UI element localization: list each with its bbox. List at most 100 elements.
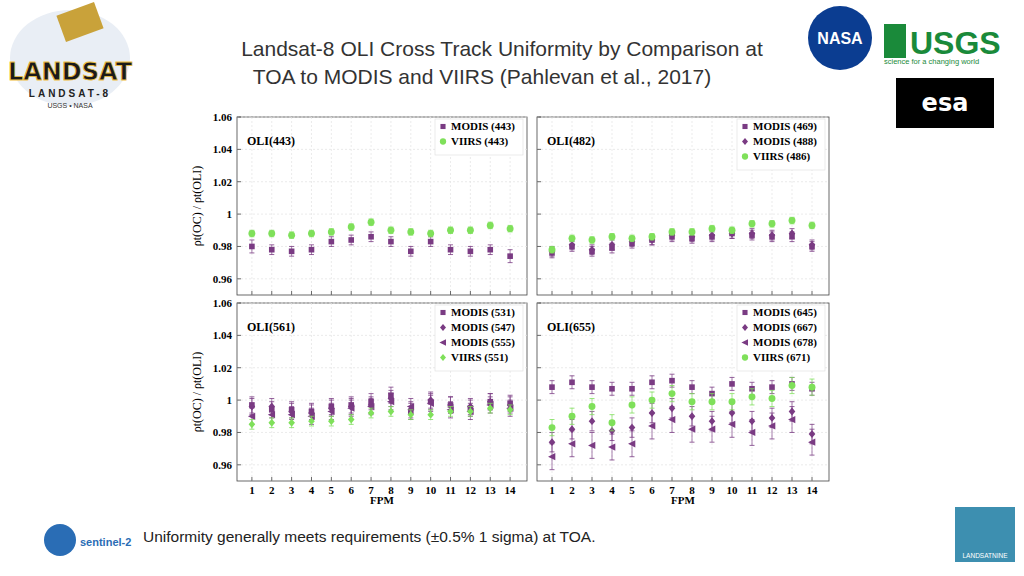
error-cap — [590, 430, 595, 431]
error-cap — [790, 406, 795, 407]
error-cap — [349, 398, 354, 399]
error-bar — [650, 234, 655, 240]
error-cap — [670, 406, 675, 407]
error-bar — [690, 381, 695, 394]
error-bar — [610, 415, 615, 431]
tick-label: 2 — [569, 484, 575, 496]
grid-line — [652, 117, 653, 295]
error-cap — [269, 398, 274, 399]
error-cap — [650, 244, 655, 245]
legend-label: VIIRS (486) — [753, 150, 810, 163]
tick-label: 9 — [709, 484, 715, 496]
error-bar — [770, 232, 775, 242]
error-cap — [610, 395, 615, 396]
tick-mark — [390, 291, 391, 295]
error-bar — [329, 237, 334, 247]
error-cap — [590, 398, 595, 399]
error-bar — [349, 235, 354, 245]
tick-mark — [331, 291, 332, 295]
marker-circle — [308, 230, 315, 237]
error-cap — [508, 404, 513, 405]
data-group — [549, 217, 816, 258]
error-cap — [670, 385, 675, 386]
error-cap — [770, 380, 775, 381]
error-bar — [730, 377, 735, 390]
marker-triangle — [327, 408, 334, 415]
marker-circle — [749, 393, 756, 400]
tick-label: 0.98 — [213, 240, 233, 252]
error-cap — [750, 411, 755, 412]
error-cap — [289, 403, 294, 404]
legend: MODIS (645)MODIS (667)MODIS (678)VIIRS (… — [737, 305, 825, 371]
error-cap — [349, 244, 354, 245]
error-cap — [428, 419, 433, 420]
slide: {"title":["Landsat-8 OLI Cross Track Uni… — [0, 0, 1024, 576]
grid-line — [331, 117, 332, 295]
logo-landsat9 — [955, 507, 1015, 562]
error-bar — [448, 402, 453, 418]
grid-line — [632, 303, 633, 481]
error-cap — [388, 390, 393, 391]
error-cap — [770, 406, 775, 407]
marker-triangle — [588, 442, 595, 449]
error-cap — [468, 403, 473, 404]
marker-square — [348, 237, 354, 243]
plot-frame — [237, 303, 527, 481]
tick-mark — [537, 464, 541, 465]
error-bar — [770, 230, 775, 240]
marker-square — [289, 249, 295, 255]
error-cap — [369, 408, 374, 409]
error-cap — [448, 406, 453, 407]
grid-line — [410, 117, 411, 295]
logo-text: LANDSAT-8 — [29, 88, 111, 99]
error-cap — [590, 244, 595, 245]
error-cap — [810, 395, 815, 396]
error-cap — [750, 445, 755, 446]
error-cap — [790, 393, 795, 394]
tick-mark — [410, 477, 411, 481]
marker-diamond — [809, 241, 816, 249]
tick-label: 3 — [589, 484, 595, 496]
error-bar — [388, 407, 393, 417]
marker-triangle — [728, 421, 735, 428]
error-bar — [468, 407, 473, 417]
plot-frame — [237, 117, 527, 295]
error-cap — [790, 238, 795, 239]
error-cap — [448, 417, 453, 418]
grid-line — [410, 303, 411, 481]
error-bar — [750, 229, 755, 239]
marker-circle — [669, 390, 676, 397]
marker-diamond — [629, 424, 636, 432]
error-bar — [770, 221, 775, 227]
marker-square — [742, 124, 747, 129]
marker-circle — [729, 398, 736, 405]
marker-circle — [709, 225, 716, 232]
error-cap — [269, 254, 274, 255]
error-cap — [690, 393, 695, 394]
tick-mark — [552, 477, 553, 481]
error-cap — [309, 244, 314, 245]
error-cap — [349, 414, 354, 415]
data-group — [248, 219, 513, 263]
error-cap — [810, 395, 815, 396]
marker-circle — [629, 401, 636, 408]
panel: 0.960.9811.021.041.06ρt(OC) / ρt(OLI)OLI… — [190, 111, 527, 295]
grid-line — [672, 117, 673, 295]
error-cap — [550, 443, 555, 444]
error-cap — [369, 398, 374, 399]
marker-triangle — [288, 411, 295, 418]
marker-square — [649, 379, 655, 385]
error-cap — [309, 425, 314, 426]
tick-mark — [537, 432, 541, 433]
grid-line — [331, 303, 332, 481]
slide-title: Landsat-8 OLI Cross Track Uniformity by … — [241, 37, 763, 60]
marker-diamond — [589, 417, 596, 425]
error-bar — [369, 232, 374, 242]
marker-circle — [328, 228, 335, 235]
logo-sentinel — [44, 524, 76, 556]
error-cap — [550, 257, 555, 258]
tick-mark — [712, 477, 713, 481]
tick-label: 11 — [747, 484, 757, 496]
error-cap — [570, 251, 575, 252]
error-cap — [630, 413, 635, 414]
